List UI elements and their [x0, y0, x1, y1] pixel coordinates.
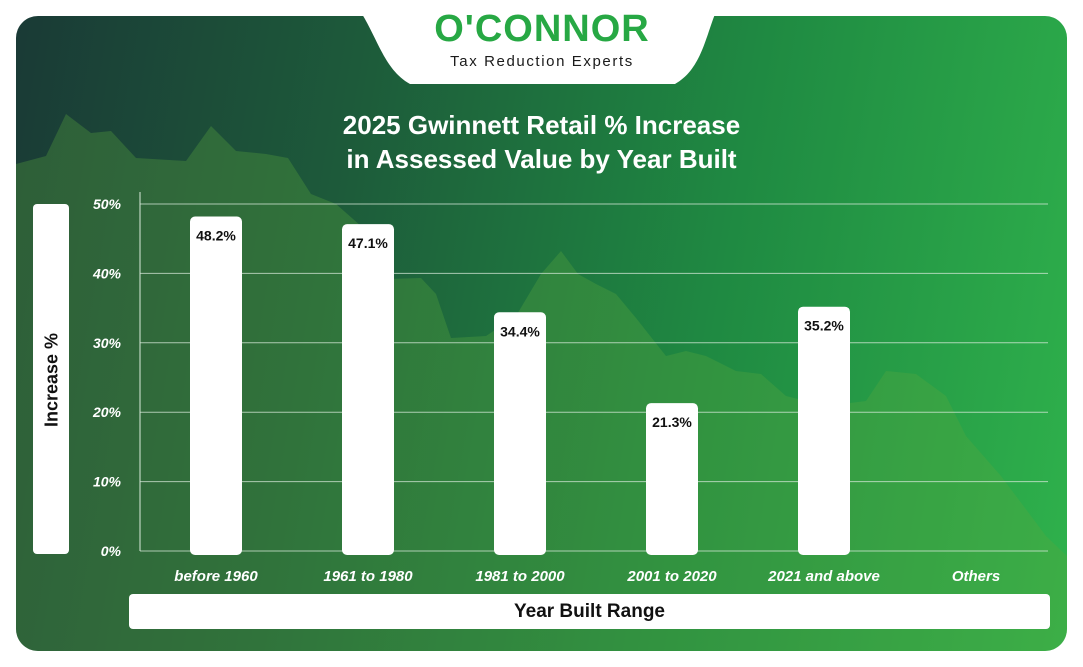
bar: [342, 224, 394, 555]
chart-title-line-1: 2025 Gwinnett Retail % Increase: [342, 110, 741, 140]
bar: [798, 306, 850, 555]
x-tick-label: Others: [952, 568, 1000, 585]
bar: [646, 403, 698, 555]
logo: O'CONNOR Tax Reduction Experts: [362, 0, 722, 86]
data-label: 34.4%: [500, 323, 540, 339]
brand-tagline: Tax Reduction Experts: [450, 53, 634, 70]
chart-title-line-2: in Assessed Value by Year Built: [346, 144, 737, 174]
y-axis-label-box: [33, 204, 69, 554]
data-label: 47.1%: [348, 235, 388, 251]
brand-name: O'CONNOR: [434, 8, 650, 50]
bar: [494, 312, 546, 555]
x-tick-label: 2001 to 2020: [626, 568, 717, 585]
chart-title: 2025 Gwinnett Retail % Increase in Asses…: [0, 108, 1083, 176]
y-tick-label: 10%: [93, 474, 122, 490]
x-axis-label: Year Built Range: [129, 594, 1050, 629]
x-tick-label: before 1960: [174, 568, 258, 585]
y-tick-label: 20%: [92, 404, 122, 420]
x-tick-label: 1981 to 2000: [475, 568, 565, 585]
logo-tab-background: [362, 14, 715, 84]
y-tick-label: 0%: [101, 543, 122, 559]
x-tick-label: 1961 to 1980: [323, 568, 413, 585]
data-label: 35.2%: [804, 318, 844, 334]
data-label: 21.3%: [652, 414, 692, 430]
x-tick-label: 2021 and above: [767, 568, 880, 585]
y-tick-label: 30%: [93, 335, 122, 351]
y-tick-label: 50%: [93, 196, 122, 212]
data-label: 48.2%: [196, 227, 236, 243]
y-tick-label: 40%: [92, 265, 122, 281]
bar: [190, 216, 242, 555]
